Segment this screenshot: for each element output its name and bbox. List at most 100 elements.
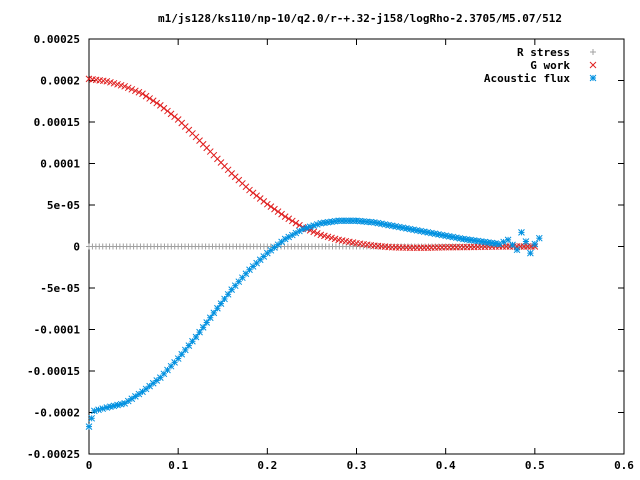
interp-point <box>288 217 296 225</box>
interp-point <box>474 237 482 245</box>
x-tick-label: 0.2 <box>257 459 277 472</box>
data-point <box>139 388 146 396</box>
legend-marker <box>589 61 597 69</box>
interp-point <box>274 241 282 249</box>
interp-point <box>135 88 143 96</box>
chart-title: m1/js128/ks110/np-10/q2.0/r-+.32-j158/lo… <box>158 12 562 25</box>
interp-point <box>217 300 225 307</box>
interp-point <box>160 104 168 112</box>
data-point <box>121 82 129 90</box>
y-tick-label: -0.00015 <box>27 365 80 378</box>
interp-point <box>313 230 321 237</box>
interp-point <box>146 95 153 102</box>
data-point <box>88 414 96 422</box>
interp-point <box>124 397 132 405</box>
data-point <box>281 213 289 220</box>
interp-point <box>303 224 310 232</box>
data-point <box>513 246 521 254</box>
interp-point <box>171 113 178 121</box>
y-tick-label: 0.0001 <box>40 158 80 171</box>
interp-point <box>153 99 161 107</box>
y-tick-label: -0.0001 <box>34 324 81 337</box>
y-tick-label: 5e-05 <box>47 199 80 212</box>
interp-point <box>271 244 278 251</box>
data-point <box>192 333 200 341</box>
data-point <box>299 225 307 233</box>
legend-marker <box>589 74 597 82</box>
y-tick-label: 0.0002 <box>40 75 80 88</box>
series-g-work <box>85 75 539 252</box>
data-point <box>210 309 218 317</box>
data-point <box>263 200 271 208</box>
data-point <box>246 186 253 194</box>
series-acoustic-flux <box>85 217 543 430</box>
x-tick-label: 0.6 <box>614 459 634 472</box>
interp-point <box>167 110 175 118</box>
y-tick-label: 0.00015 <box>34 116 80 129</box>
data-point <box>518 229 525 236</box>
interp-point <box>124 84 132 92</box>
data-point <box>522 238 530 245</box>
legend-label: Acoustic flux <box>484 72 570 85</box>
interp-point <box>417 227 425 235</box>
interp-point <box>132 87 139 95</box>
interp-point <box>310 228 318 236</box>
y-tick-label: -0.00025 <box>27 448 80 461</box>
interp-point <box>199 323 207 331</box>
interp-point <box>260 197 268 205</box>
interp-point <box>206 314 214 322</box>
interp-point <box>413 227 421 234</box>
interp-point <box>278 210 285 218</box>
x-tick-label: 0.5 <box>525 459 545 472</box>
interp-point <box>249 189 257 197</box>
data-point <box>174 355 182 362</box>
data-point <box>139 90 146 98</box>
interp-point <box>95 406 102 414</box>
y-tick-label: -0.0002 <box>34 407 80 420</box>
interp-point <box>267 203 275 211</box>
legend-label: G work <box>530 59 570 72</box>
data-point <box>531 240 539 248</box>
axis-ticks: 0 0.1 0.2 0.3 0.4 0.5 0.6 0.00025 0.0002 0.00015 0… <box>27 33 634 472</box>
interp-point <box>203 319 211 326</box>
interp-point <box>196 328 203 336</box>
x-tick-label: 0.1 <box>168 459 188 472</box>
data-point <box>85 423 93 430</box>
data-point <box>388 222 396 230</box>
interp-point <box>164 107 171 115</box>
series-layer <box>85 75 543 430</box>
interp-point <box>274 208 282 215</box>
interp-point <box>256 195 264 202</box>
interp-point <box>181 346 189 354</box>
interp-point <box>214 304 221 312</box>
interp-point <box>278 238 285 246</box>
y-tick-label: 0 <box>73 241 80 254</box>
interp-point <box>285 215 293 223</box>
interp-point <box>267 246 275 254</box>
legend-marker <box>590 49 596 55</box>
interp-point <box>153 377 161 384</box>
interp-point <box>146 382 153 390</box>
data-point <box>156 102 164 109</box>
interp-point <box>142 92 150 100</box>
interp-point <box>253 192 260 200</box>
interp-point <box>221 295 228 303</box>
interp-point <box>128 85 136 93</box>
interp-point <box>99 405 107 412</box>
data-point <box>263 249 271 257</box>
interp-point <box>178 350 186 358</box>
interp-point <box>142 385 150 393</box>
interp-point <box>185 342 193 349</box>
interp-point <box>149 379 157 387</box>
data-point <box>90 407 98 415</box>
x-tick-label: 0 <box>86 459 93 472</box>
interp-point <box>292 219 300 227</box>
legend-label: R stress <box>517 46 570 59</box>
data-point <box>535 234 543 242</box>
y-tick-label: -5e-05 <box>40 282 80 295</box>
data-point <box>527 249 534 257</box>
y-tick-label: 0.00025 <box>34 33 80 46</box>
x-tick-label: 0.3 <box>347 459 367 472</box>
